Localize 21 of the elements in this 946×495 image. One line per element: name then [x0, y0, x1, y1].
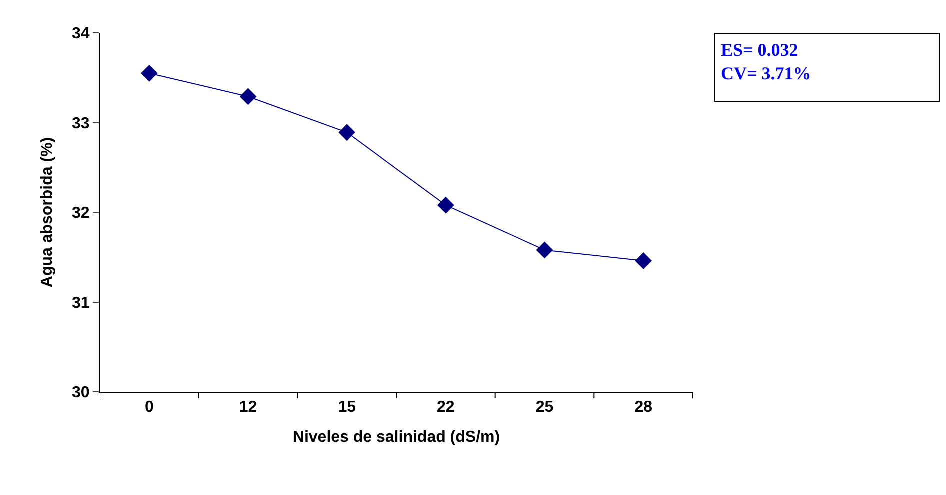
y-tick-label: 32 — [72, 205, 90, 222]
x-tick-label: 15 — [338, 399, 356, 416]
point — [437, 196, 454, 214]
text: ES= 0.032 — [721, 40, 798, 60]
x-axis-title: Niveles de salinidad (dS/m) — [292, 428, 500, 446]
y-tick-label: 34 — [72, 26, 90, 43]
point — [536, 242, 554, 259]
y-tick-label: 33 — [72, 115, 90, 132]
y-tick-label: 30 — [72, 384, 90, 402]
x-tick-label: 0 — [144, 399, 154, 416]
point — [140, 64, 158, 82]
x-tick-label: 12 — [239, 399, 258, 416]
text: CV= 3.71% — [721, 63, 812, 84]
x-tick-label: 25 — [536, 399, 554, 416]
y-tick-label: 31 — [72, 294, 90, 312]
point — [635, 252, 652, 270]
x-tick-label: 28 — [634, 399, 653, 416]
point — [240, 88, 257, 106]
y-axis-title: Agua absorbida (%) — [38, 137, 56, 288]
point — [338, 124, 356, 142]
x-tick-label: 22 — [437, 399, 455, 416]
